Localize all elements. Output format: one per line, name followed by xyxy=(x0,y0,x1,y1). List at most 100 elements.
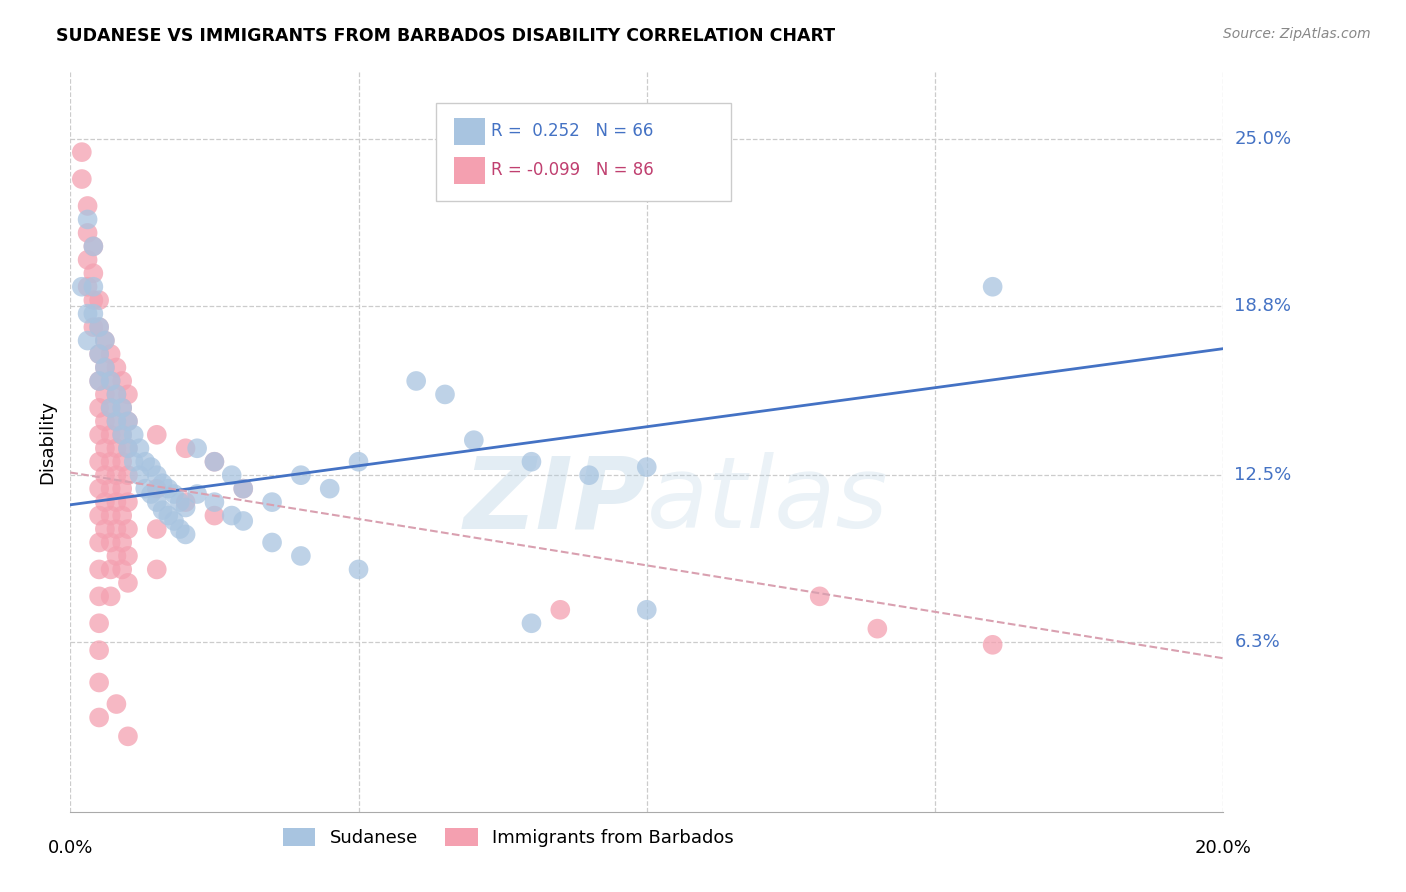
Point xyxy=(186,442,208,456)
Point xyxy=(111,562,134,576)
Text: SUDANESE VS IMMIGRANTS FROM BARBADOS DISABILITY CORRELATION CHART: SUDANESE VS IMMIGRANTS FROM BARBADOS DIS… xyxy=(56,27,835,45)
Point xyxy=(100,455,122,469)
Point xyxy=(117,414,139,428)
Point xyxy=(111,401,134,415)
Point xyxy=(186,487,208,501)
Text: R =  0.252   N = 66: R = 0.252 N = 66 xyxy=(491,122,652,140)
Point xyxy=(111,401,134,415)
Point xyxy=(152,476,174,491)
Point xyxy=(163,514,186,528)
Text: 20.0%: 20.0% xyxy=(1195,839,1251,857)
Point xyxy=(981,638,1004,652)
Point xyxy=(70,172,93,186)
Point xyxy=(105,549,128,563)
Point xyxy=(82,266,104,280)
Point xyxy=(174,442,197,456)
Point xyxy=(169,522,191,536)
Point xyxy=(318,482,342,496)
Point xyxy=(87,535,111,549)
Point xyxy=(111,508,134,523)
Point xyxy=(550,603,572,617)
Point xyxy=(82,239,104,253)
Point xyxy=(87,374,111,388)
Point xyxy=(87,320,111,334)
Point xyxy=(94,360,117,375)
Point xyxy=(290,549,312,563)
Point xyxy=(347,562,370,576)
Point xyxy=(122,427,145,442)
Point xyxy=(157,508,180,523)
Point xyxy=(94,334,117,348)
Point xyxy=(87,482,111,496)
Point xyxy=(105,414,128,428)
Point xyxy=(87,401,111,415)
Point xyxy=(146,522,169,536)
Point xyxy=(146,427,169,442)
Point xyxy=(146,482,169,496)
Point xyxy=(87,616,111,631)
Point xyxy=(87,508,111,523)
Point xyxy=(139,460,162,475)
Point xyxy=(100,401,122,415)
Legend: Sudanese, Immigrants from Barbados: Sudanese, Immigrants from Barbados xyxy=(276,821,741,855)
Text: 25.0%: 25.0% xyxy=(1234,129,1292,148)
Point xyxy=(105,414,128,428)
Point xyxy=(117,575,139,590)
Point xyxy=(636,460,658,475)
Point xyxy=(152,503,174,517)
Point xyxy=(76,279,98,293)
Point xyxy=(578,468,600,483)
Point xyxy=(94,495,117,509)
Point xyxy=(146,495,169,509)
Point xyxy=(981,279,1004,293)
Text: 0.0%: 0.0% xyxy=(48,839,93,857)
Point xyxy=(100,427,122,442)
Point xyxy=(117,468,139,483)
Point xyxy=(174,495,197,509)
Point xyxy=(111,427,134,442)
Point xyxy=(105,522,128,536)
Point xyxy=(636,603,658,617)
Point xyxy=(134,482,156,496)
Text: ZIP: ZIP xyxy=(464,452,647,549)
Point xyxy=(117,387,139,401)
Point xyxy=(117,414,139,428)
Point xyxy=(87,675,111,690)
Point xyxy=(87,347,111,361)
Point xyxy=(128,442,150,456)
Point xyxy=(134,455,156,469)
Point xyxy=(157,482,180,496)
Point xyxy=(463,433,485,447)
Point xyxy=(87,562,111,576)
Point xyxy=(117,442,139,456)
Point xyxy=(82,293,104,308)
Text: Source: ZipAtlas.com: Source: ZipAtlas.com xyxy=(1223,27,1371,41)
Point xyxy=(520,455,543,469)
Point xyxy=(94,442,117,456)
Text: 6.3%: 6.3% xyxy=(1234,633,1279,651)
Point xyxy=(128,468,150,483)
Point xyxy=(94,360,117,375)
Point xyxy=(70,279,93,293)
Point xyxy=(87,455,111,469)
Point xyxy=(146,562,169,576)
Point xyxy=(87,320,111,334)
Point xyxy=(100,347,122,361)
Point xyxy=(87,374,111,388)
Point xyxy=(94,522,117,536)
Point xyxy=(82,239,104,253)
Point xyxy=(100,401,122,415)
Point xyxy=(87,643,111,657)
Point xyxy=(105,387,128,401)
Text: 12.5%: 12.5% xyxy=(1234,467,1292,484)
Point xyxy=(204,495,226,509)
Point xyxy=(100,508,122,523)
Point xyxy=(232,482,254,496)
Point xyxy=(117,522,139,536)
Point xyxy=(434,387,457,401)
Text: 18.8%: 18.8% xyxy=(1234,296,1291,315)
Point xyxy=(94,414,117,428)
Point xyxy=(87,590,111,604)
Point xyxy=(221,468,243,483)
Point xyxy=(232,514,254,528)
